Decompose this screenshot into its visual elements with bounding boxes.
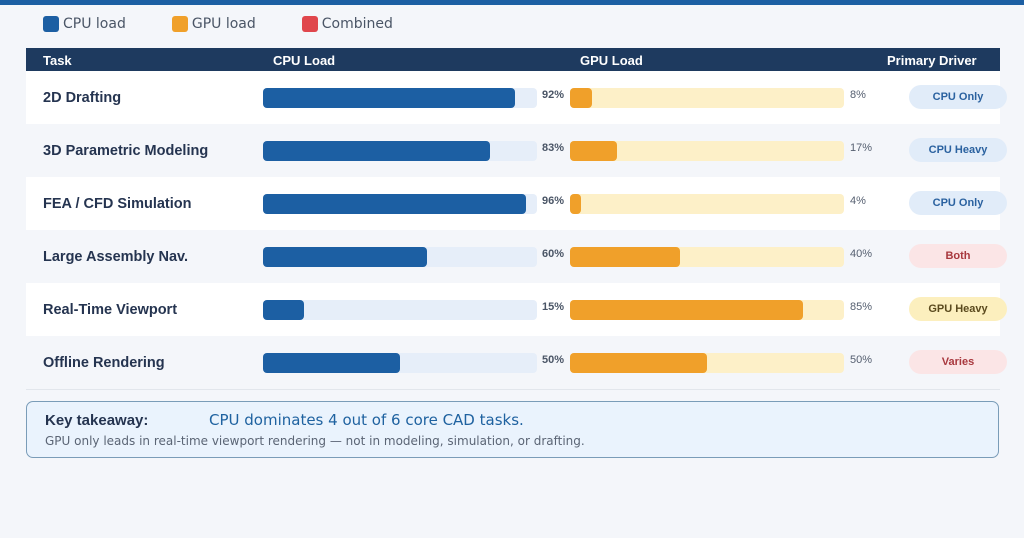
driver-badge: CPU Only bbox=[909, 85, 1007, 109]
legend-label: CPU load bbox=[63, 16, 126, 32]
table-row: Large Assembly Nav. 60% 40% Both bbox=[26, 230, 1007, 283]
task-name: 3D Parametric Modeling bbox=[43, 143, 209, 159]
table-header: Task CPU Load GPU Load Primary Driver bbox=[26, 48, 1000, 71]
cpu-bar-track bbox=[263, 88, 537, 108]
gpu-bar bbox=[570, 88, 592, 108]
table-row: Offline Rendering 50% 50% Varies bbox=[26, 336, 1007, 389]
legend: CPU load GPU load Combined bbox=[43, 16, 439, 32]
load-table: Task CPU Load GPU Load Primary Driver 2D… bbox=[26, 48, 1007, 390]
gpu-swatch-icon bbox=[171, 16, 188, 32]
gpu-value: 8% bbox=[850, 89, 866, 101]
takeaway-detail: GPU only leads in real-time viewport ren… bbox=[45, 434, 585, 448]
gpu-value: 40% bbox=[850, 248, 873, 260]
task-name: Offline Rendering bbox=[43, 355, 165, 371]
header-task: Task bbox=[43, 53, 72, 68]
driver-badge: Varies bbox=[909, 350, 1007, 374]
task-name: Large Assembly Nav. bbox=[43, 249, 189, 265]
gpu-bar bbox=[570, 300, 803, 320]
key-takeaway-box: Key takeaway: CPU dominates 4 out of 6 c… bbox=[26, 401, 999, 458]
cpu-bar bbox=[263, 353, 400, 373]
driver-badge: GPU Heavy bbox=[909, 297, 1007, 321]
gpu-bar-track bbox=[570, 247, 844, 267]
gpu-value: 85% bbox=[850, 301, 873, 313]
cpu-bar bbox=[263, 247, 428, 267]
cpu-value: 50% bbox=[542, 354, 565, 366]
driver-badge: Both bbox=[909, 244, 1007, 268]
top-accent-bar bbox=[0, 0, 1024, 5]
gpu-bar bbox=[570, 141, 617, 161]
task-name: Real-Time Viewport bbox=[43, 302, 178, 318]
gpu-bar bbox=[570, 353, 707, 373]
header-driver: Primary Driver bbox=[887, 53, 977, 68]
driver-badge: CPU Only bbox=[909, 191, 1007, 215]
legend-item-combined: Combined bbox=[301, 16, 393, 32]
cpu-bar-track bbox=[263, 247, 537, 267]
gpu-value: 17% bbox=[850, 142, 873, 154]
gpu-bar bbox=[570, 194, 581, 214]
cpu-bar bbox=[263, 141, 491, 161]
gpu-bar-track bbox=[570, 88, 844, 108]
cpu-bar-track bbox=[263, 194, 537, 214]
table-row: FEA / CFD Simulation 96% 4% CPU Only bbox=[26, 177, 1007, 230]
task-name: FEA / CFD Simulation bbox=[43, 196, 192, 212]
cpu-bar bbox=[263, 194, 527, 214]
table-row: 3D Parametric Modeling 83% 17% CPU Heavy bbox=[26, 124, 1007, 177]
gpu-bar-track bbox=[570, 353, 844, 373]
takeaway-headline: CPU dominates 4 out of 6 core CAD tasks. bbox=[209, 411, 524, 429]
gpu-value: 50% bbox=[850, 354, 873, 366]
cpu-value: 15% bbox=[542, 301, 565, 313]
legend-label: GPU load bbox=[191, 16, 256, 32]
gpu-value: 4% bbox=[850, 195, 866, 207]
cpu-value: 96% bbox=[542, 195, 565, 207]
table-divider bbox=[26, 389, 1000, 390]
table-row: 2D Drafting 92% 8% CPU Only bbox=[26, 71, 1007, 124]
task-name: 2D Drafting bbox=[43, 90, 122, 106]
legend-item-gpu: GPU load bbox=[171, 16, 256, 32]
gpu-bar-track bbox=[570, 194, 844, 214]
gpu-bar-track bbox=[570, 300, 844, 320]
cpu-bar bbox=[263, 88, 516, 108]
header-cpu: CPU Load bbox=[273, 53, 336, 68]
cpu-bar-track bbox=[263, 300, 537, 320]
takeaway-label: Key takeaway: bbox=[45, 412, 149, 429]
legend-label: Combined bbox=[321, 16, 393, 32]
gpu-bar-track bbox=[570, 141, 844, 161]
legend-item-cpu: CPU load bbox=[43, 16, 126, 32]
cpu-value: 92% bbox=[542, 89, 565, 101]
table-row: Real-Time Viewport 15% 85% GPU Heavy bbox=[26, 283, 1007, 336]
combined-swatch-icon bbox=[301, 16, 318, 32]
gpu-bar bbox=[570, 247, 680, 267]
cpu-value: 60% bbox=[542, 248, 565, 260]
cpu-value: 83% bbox=[542, 142, 565, 154]
cpu-bar-track bbox=[263, 353, 537, 373]
cpu-bar-track bbox=[263, 141, 537, 161]
header-gpu: GPU Load bbox=[580, 53, 643, 68]
cpu-swatch-icon bbox=[43, 16, 59, 32]
cpu-bar bbox=[263, 300, 305, 320]
driver-badge: CPU Heavy bbox=[909, 138, 1007, 162]
